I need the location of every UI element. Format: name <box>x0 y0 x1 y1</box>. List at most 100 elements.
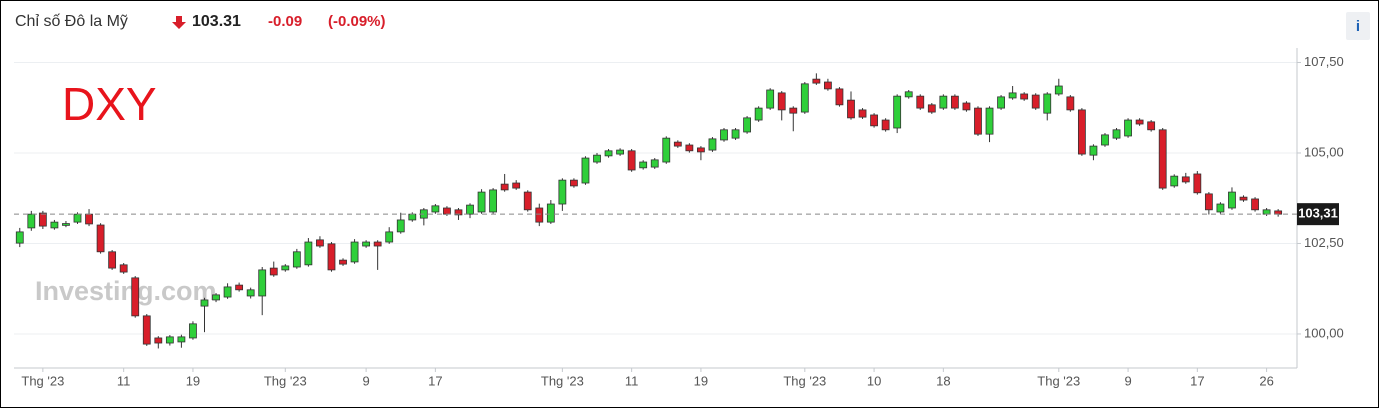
candle-body <box>616 149 624 155</box>
x-tick-label: 10 <box>867 373 881 388</box>
x-tick-label: 19 <box>694 373 708 388</box>
candle-body <box>1193 173 1202 194</box>
candle-body <box>258 269 267 297</box>
candle-body <box>1124 119 1132 137</box>
candle-body <box>858 109 867 118</box>
change: -0.09 <box>268 13 302 30</box>
candle-body <box>62 223 70 226</box>
candle-body <box>881 119 890 131</box>
candle-body <box>604 150 613 157</box>
candle-body <box>108 251 117 269</box>
candle-body <box>870 114 878 127</box>
y-tick-label: 100,00 <box>1304 325 1344 340</box>
candle-body <box>443 207 451 215</box>
candle-body <box>385 231 394 243</box>
candle-body <box>650 159 659 168</box>
candle-body <box>950 95 959 109</box>
x-tick-label: Thg '23 <box>783 373 826 388</box>
candle-body <box>85 213 93 225</box>
candle-body <box>38 212 47 227</box>
candle-body <box>131 277 140 317</box>
x-tick-label: 11 <box>117 373 131 388</box>
instrument-name: Chỉ số Đô la Mỹ <box>15 13 128 30</box>
candle-body <box>73 213 82 223</box>
candle-body <box>466 204 474 215</box>
candle-body <box>454 209 463 216</box>
candle-body <box>1043 93 1052 114</box>
x-tick-label: 17 <box>428 373 442 388</box>
candle-body <box>212 294 220 301</box>
candle-body <box>1147 121 1156 131</box>
change-percent: (-0.09%) <box>328 13 386 30</box>
candle-body <box>1020 93 1029 100</box>
candle-body <box>847 99 855 119</box>
candle-body <box>558 179 567 205</box>
info-button[interactable] <box>1346 12 1370 40</box>
candle-body <box>1112 129 1121 139</box>
x-tick-label: 11 <box>625 373 639 388</box>
candle-body <box>731 129 740 139</box>
x-tick-label: Thg '23 <box>264 373 307 388</box>
y-tick-label: 107,50 <box>1304 54 1344 69</box>
candle-body <box>789 107 798 114</box>
last-price-label: 103,31 <box>1298 206 1338 221</box>
x-tick-label: 9 <box>362 373 369 388</box>
candle-body <box>927 104 936 113</box>
candle-body <box>246 289 255 297</box>
x-tick-label: 19 <box>186 373 200 388</box>
candle-body <box>1101 134 1109 146</box>
candle-body <box>431 205 440 213</box>
candle-body <box>373 241 382 247</box>
candle-body <box>489 189 498 213</box>
candle-body <box>165 336 174 344</box>
candle-body <box>1031 94 1040 109</box>
candle-body <box>177 336 186 343</box>
candle-body <box>281 265 290 271</box>
candle-body <box>1216 203 1225 213</box>
candle-body <box>1228 191 1236 209</box>
candle-body <box>1008 92 1017 99</box>
candle-body <box>500 183 509 191</box>
candle-body <box>939 95 948 109</box>
candle-body <box>800 83 809 113</box>
candle-body <box>396 219 405 233</box>
price: 103.31 <box>192 13 241 30</box>
candle-body <box>1204 193 1213 211</box>
candle-body <box>477 191 486 213</box>
candle-body <box>27 213 36 229</box>
candle-body <box>96 224 105 253</box>
candle-body <box>223 286 232 298</box>
candle-body <box>962 102 971 111</box>
candle-body <box>119 264 128 273</box>
candle-body <box>777 92 786 111</box>
down-arrow <box>172 16 186 29</box>
candle-body <box>1181 176 1190 183</box>
candle-body <box>697 147 705 153</box>
candle-body <box>189 323 197 339</box>
candle-body <box>997 96 1005 109</box>
candle-body <box>1054 85 1063 95</box>
candle-body <box>835 88 844 106</box>
candle-body <box>200 299 209 307</box>
candle-body <box>327 243 336 271</box>
candle-body <box>627 150 636 171</box>
candle-body <box>708 138 717 151</box>
candle-body <box>593 154 601 163</box>
candle-body <box>985 107 994 135</box>
watermark: Investing.com <box>35 276 217 306</box>
candle-body <box>662 137 671 163</box>
candle-body <box>824 81 832 90</box>
candle-body <box>570 179 578 187</box>
candle-body <box>812 78 821 84</box>
info-icon[interactable]: i <box>1356 18 1360 35</box>
x-tick-label: Thg '23 <box>541 373 584 388</box>
candle-body <box>142 315 151 345</box>
candle-body <box>581 157 590 184</box>
candle-body <box>15 231 24 244</box>
candle-body <box>235 284 244 291</box>
candle-body <box>1077 109 1086 155</box>
candle-body <box>304 241 313 266</box>
